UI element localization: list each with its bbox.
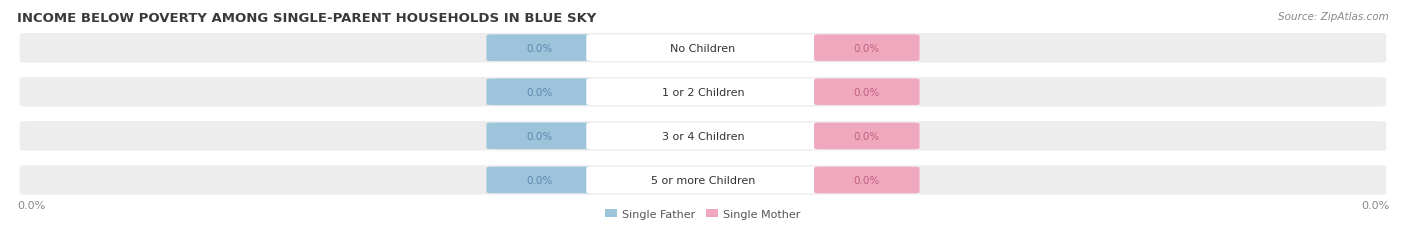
- FancyBboxPatch shape: [814, 167, 920, 194]
- Text: INCOME BELOW POVERTY AMONG SINGLE-PARENT HOUSEHOLDS IN BLUE SKY: INCOME BELOW POVERTY AMONG SINGLE-PARENT…: [17, 12, 596, 24]
- Legend: Single Father, Single Mother: Single Father, Single Mother: [600, 204, 806, 223]
- FancyBboxPatch shape: [814, 123, 920, 150]
- FancyBboxPatch shape: [20, 165, 1386, 195]
- Text: 0.0%: 0.0%: [853, 131, 880, 141]
- Text: 0.0%: 0.0%: [17, 201, 45, 211]
- Text: 3 or 4 Children: 3 or 4 Children: [662, 131, 744, 141]
- FancyBboxPatch shape: [586, 167, 820, 194]
- Text: 0.0%: 0.0%: [853, 43, 880, 54]
- Text: 0.0%: 0.0%: [526, 87, 553, 97]
- FancyBboxPatch shape: [486, 123, 592, 150]
- FancyBboxPatch shape: [486, 79, 592, 106]
- FancyBboxPatch shape: [20, 122, 1386, 151]
- FancyBboxPatch shape: [586, 79, 820, 106]
- Text: 0.0%: 0.0%: [1361, 201, 1389, 211]
- FancyBboxPatch shape: [586, 35, 820, 62]
- Text: 0.0%: 0.0%: [526, 175, 553, 185]
- FancyBboxPatch shape: [20, 78, 1386, 107]
- Text: No Children: No Children: [671, 43, 735, 54]
- Text: 0.0%: 0.0%: [853, 87, 880, 97]
- Text: 0.0%: 0.0%: [853, 175, 880, 185]
- FancyBboxPatch shape: [586, 123, 820, 150]
- Text: 5 or more Children: 5 or more Children: [651, 175, 755, 185]
- FancyBboxPatch shape: [486, 35, 592, 62]
- FancyBboxPatch shape: [814, 79, 920, 106]
- Text: 0.0%: 0.0%: [526, 43, 553, 54]
- FancyBboxPatch shape: [814, 35, 920, 62]
- FancyBboxPatch shape: [20, 34, 1386, 63]
- Text: 0.0%: 0.0%: [526, 131, 553, 141]
- Text: Source: ZipAtlas.com: Source: ZipAtlas.com: [1278, 12, 1389, 21]
- Text: 1 or 2 Children: 1 or 2 Children: [662, 87, 744, 97]
- FancyBboxPatch shape: [486, 167, 592, 194]
